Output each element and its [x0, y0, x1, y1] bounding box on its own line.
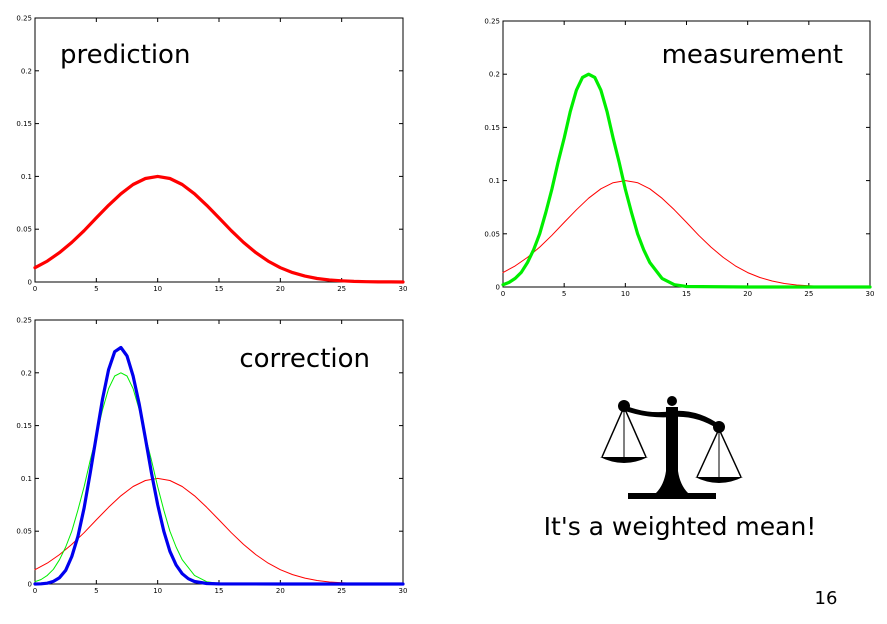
- y-tick-label: 0: [28, 279, 32, 287]
- y-tick-label: 0.25: [16, 317, 32, 325]
- y-tick-label: 0.05: [16, 528, 32, 536]
- y-tick-label: 0.15: [16, 120, 32, 128]
- chart-0: 0 5 10 15 20 25 30 0 0.05 0.1 0.15 0.2 0.25 predictio…: [16, 15, 407, 294]
- series-line-0: [502, 180, 871, 288]
- page-number: 16: [814, 588, 838, 609]
- y-tick-label: 0.05: [16, 226, 32, 234]
- chart-title: prediction: [60, 40, 190, 70]
- y-tick-label: 0.1: [21, 173, 32, 181]
- series-line-1: [501, 72, 872, 289]
- y-tick-label: 0.15: [16, 422, 32, 430]
- x-tick-label: 30: [399, 587, 408, 595]
- x-tick-label: 0: [33, 285, 37, 293]
- chart-title: measurement: [662, 40, 843, 70]
- chart-2: 0 5 10 15 20 25 30 0 0.05 0.1 0.15 0.2 0.25 correctio…: [16, 317, 407, 596]
- y-tick-label: 0.2: [21, 67, 32, 75]
- y-tick-label: 0: [496, 284, 500, 292]
- x-tick-label: 25: [337, 587, 346, 595]
- balance-scale-icon: [598, 393, 746, 501]
- series-line-2: [33, 345, 405, 586]
- x-tick-label: 30: [866, 290, 875, 298]
- chart-1: 0 5 10 15 20 25 30 0 0.05 0.1 0.15 0.2 0.25 measureme…: [484, 18, 874, 299]
- y-tick-label: 0.15: [484, 124, 500, 132]
- caption-text: It's a weighted mean!: [543, 512, 817, 541]
- series-line-0: [33, 174, 405, 284]
- x-tick-label: 5: [94, 587, 98, 595]
- series-line-0: [34, 477, 404, 585]
- x-tick-label: 10: [621, 290, 630, 298]
- y-tick-label: 0.25: [484, 18, 500, 26]
- x-tick-label: 15: [682, 290, 691, 298]
- x-tick-label: 0: [33, 587, 37, 595]
- x-tick-label: 30: [399, 285, 408, 293]
- x-tick-label: 5: [562, 290, 566, 298]
- y-tick-label: 0: [28, 581, 32, 589]
- x-tick-label: 20: [743, 290, 752, 298]
- x-tick-label: 20: [276, 285, 285, 293]
- y-tick-label: 0.2: [21, 369, 32, 377]
- x-tick-label: 15: [215, 285, 224, 293]
- chart-title: correction: [239, 344, 370, 374]
- y-tick-label: 0.2: [489, 71, 500, 79]
- y-tick-label: 0.05: [484, 230, 500, 238]
- y-tick-label: 0.25: [16, 15, 32, 23]
- x-tick-label: 10: [153, 587, 162, 595]
- series-line-1: [34, 372, 404, 585]
- y-tick-label: 0.1: [21, 475, 32, 483]
- x-tick-label: 10: [153, 285, 162, 293]
- x-tick-label: 5: [94, 285, 98, 293]
- x-tick-label: 20: [276, 587, 285, 595]
- x-tick-label: 25: [337, 285, 346, 293]
- x-tick-label: 0: [501, 290, 505, 298]
- x-tick-label: 25: [804, 290, 813, 298]
- y-tick-label: 0.1: [489, 177, 500, 185]
- x-tick-label: 15: [215, 587, 224, 595]
